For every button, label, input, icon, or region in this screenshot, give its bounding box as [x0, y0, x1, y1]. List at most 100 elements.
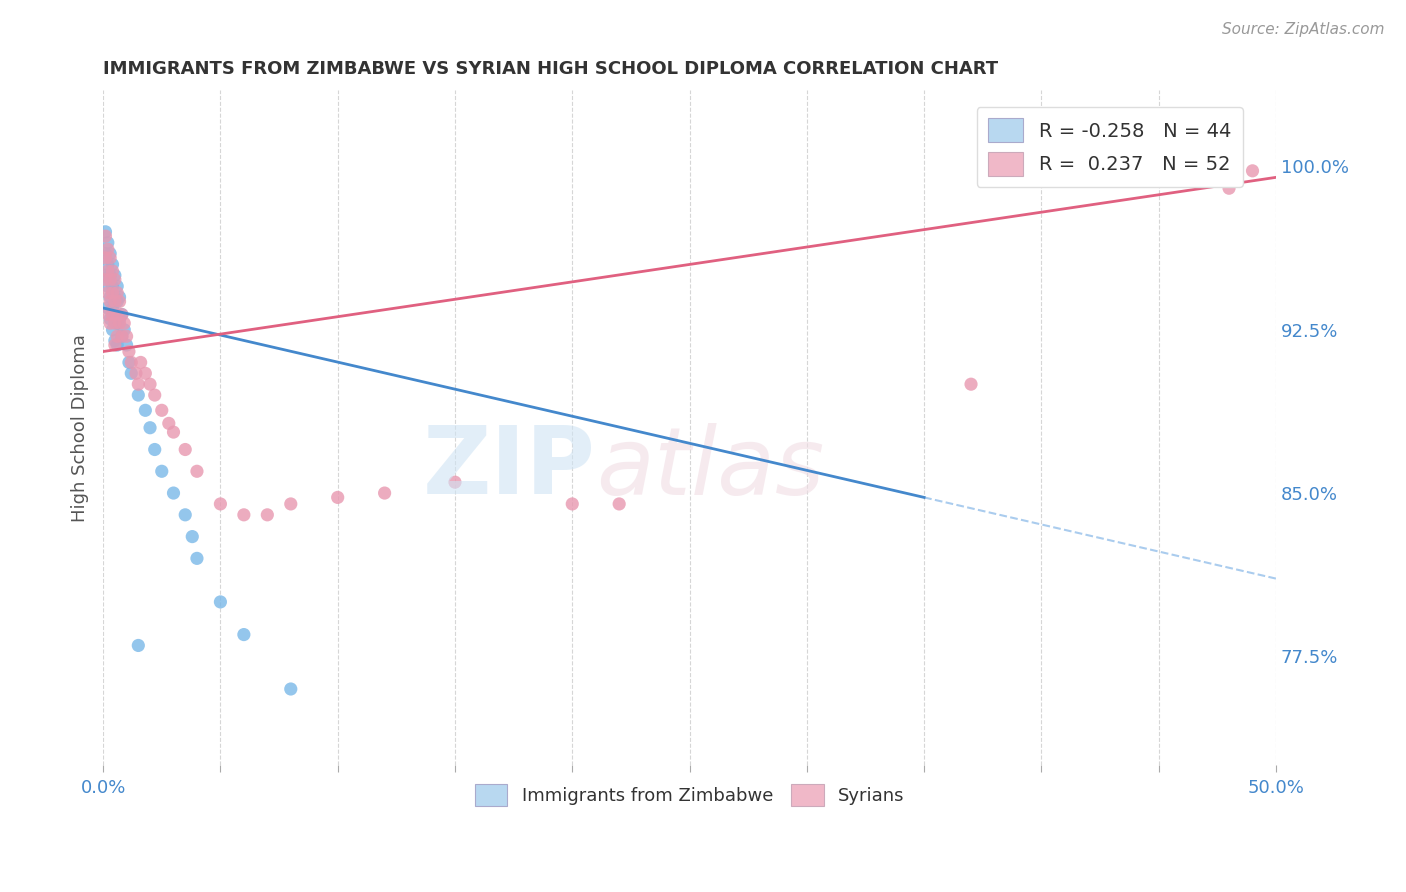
Point [1241, 164, 1264, 178]
Point [101, 323, 124, 337]
Point [561, 497, 583, 511]
Point [94, 273, 117, 287]
Point [111, 308, 134, 322]
Point [104, 268, 127, 283]
Point [104, 273, 127, 287]
Point [139, 377, 162, 392]
Point [94, 246, 117, 260]
Point [97, 235, 120, 250]
Point [98, 290, 121, 304]
Point [143, 442, 166, 457]
Text: Source: ZipAtlas.com: Source: ZipAtlas.com [1222, 22, 1385, 37]
Point [97, 242, 120, 256]
Point [94, 229, 117, 244]
Point [1218, 181, 1240, 195]
Point [118, 344, 141, 359]
Point [157, 417, 180, 431]
Point [94, 251, 117, 265]
Point [105, 316, 128, 330]
Point [374, 486, 396, 500]
Point [111, 329, 134, 343]
Point [98, 294, 121, 309]
Point [209, 595, 232, 609]
Point [108, 290, 131, 304]
Point [139, 421, 162, 435]
Point [186, 464, 208, 478]
Point [94, 225, 117, 239]
Point [101, 257, 124, 271]
Point [108, 316, 131, 330]
Point [97, 279, 120, 293]
Point [104, 338, 127, 352]
Point [607, 497, 630, 511]
Point [111, 308, 134, 322]
Point [108, 311, 131, 326]
Text: ZIP: ZIP [423, 422, 596, 514]
Point [280, 497, 302, 511]
Point [150, 403, 173, 417]
Point [118, 355, 141, 369]
Point [112, 323, 135, 337]
Point [105, 329, 128, 343]
Point [97, 308, 120, 322]
Point [127, 377, 149, 392]
Point [111, 329, 134, 343]
Point [98, 246, 121, 260]
Point [104, 334, 127, 348]
Point [101, 264, 124, 278]
Point [134, 367, 156, 381]
Point [162, 486, 184, 500]
Point [98, 268, 121, 283]
Point [101, 301, 124, 315]
Point [112, 316, 135, 330]
Point [115, 338, 138, 352]
Y-axis label: High School Diploma: High School Diploma [72, 334, 89, 522]
Point [232, 627, 254, 641]
Point [134, 403, 156, 417]
Point [105, 285, 128, 300]
Point [97, 285, 120, 300]
Point [98, 251, 121, 265]
Point [150, 464, 173, 478]
Point [104, 311, 127, 326]
Point [444, 475, 467, 490]
Point [174, 508, 197, 522]
Legend: Immigrants from Zimbabwe, Syrians: Immigrants from Zimbabwe, Syrians [467, 777, 911, 814]
Point [256, 508, 278, 522]
Point [105, 279, 128, 293]
Point [98, 316, 121, 330]
Point [105, 308, 128, 322]
Point [105, 338, 128, 352]
Point [120, 367, 142, 381]
Point [108, 294, 131, 309]
Point [129, 355, 152, 369]
Point [98, 273, 121, 287]
Point [232, 508, 254, 522]
Point [101, 285, 124, 300]
Point [181, 530, 204, 544]
Point [94, 268, 117, 283]
Point [125, 367, 148, 381]
Text: IMMIGRANTS FROM ZIMBABWE VS SYRIAN HIGH SCHOOL DIPLOMA CORRELATION CHART: IMMIGRANTS FROM ZIMBABWE VS SYRIAN HIGH … [103, 60, 998, 78]
Point [120, 355, 142, 369]
Point [280, 681, 302, 696]
Point [127, 388, 149, 402]
Point [97, 264, 120, 278]
Point [162, 425, 184, 439]
Text: atlas: atlas [596, 423, 824, 514]
Point [326, 491, 349, 505]
Point [97, 257, 120, 271]
Point [104, 316, 127, 330]
Point [209, 497, 232, 511]
Point [186, 551, 208, 566]
Point [101, 308, 124, 322]
Point [174, 442, 197, 457]
Point [960, 377, 983, 392]
Point [101, 279, 124, 293]
Point [143, 388, 166, 402]
Point [127, 639, 149, 653]
Point [105, 294, 128, 309]
Point [104, 294, 127, 309]
Point [115, 329, 138, 343]
Point [98, 311, 121, 326]
